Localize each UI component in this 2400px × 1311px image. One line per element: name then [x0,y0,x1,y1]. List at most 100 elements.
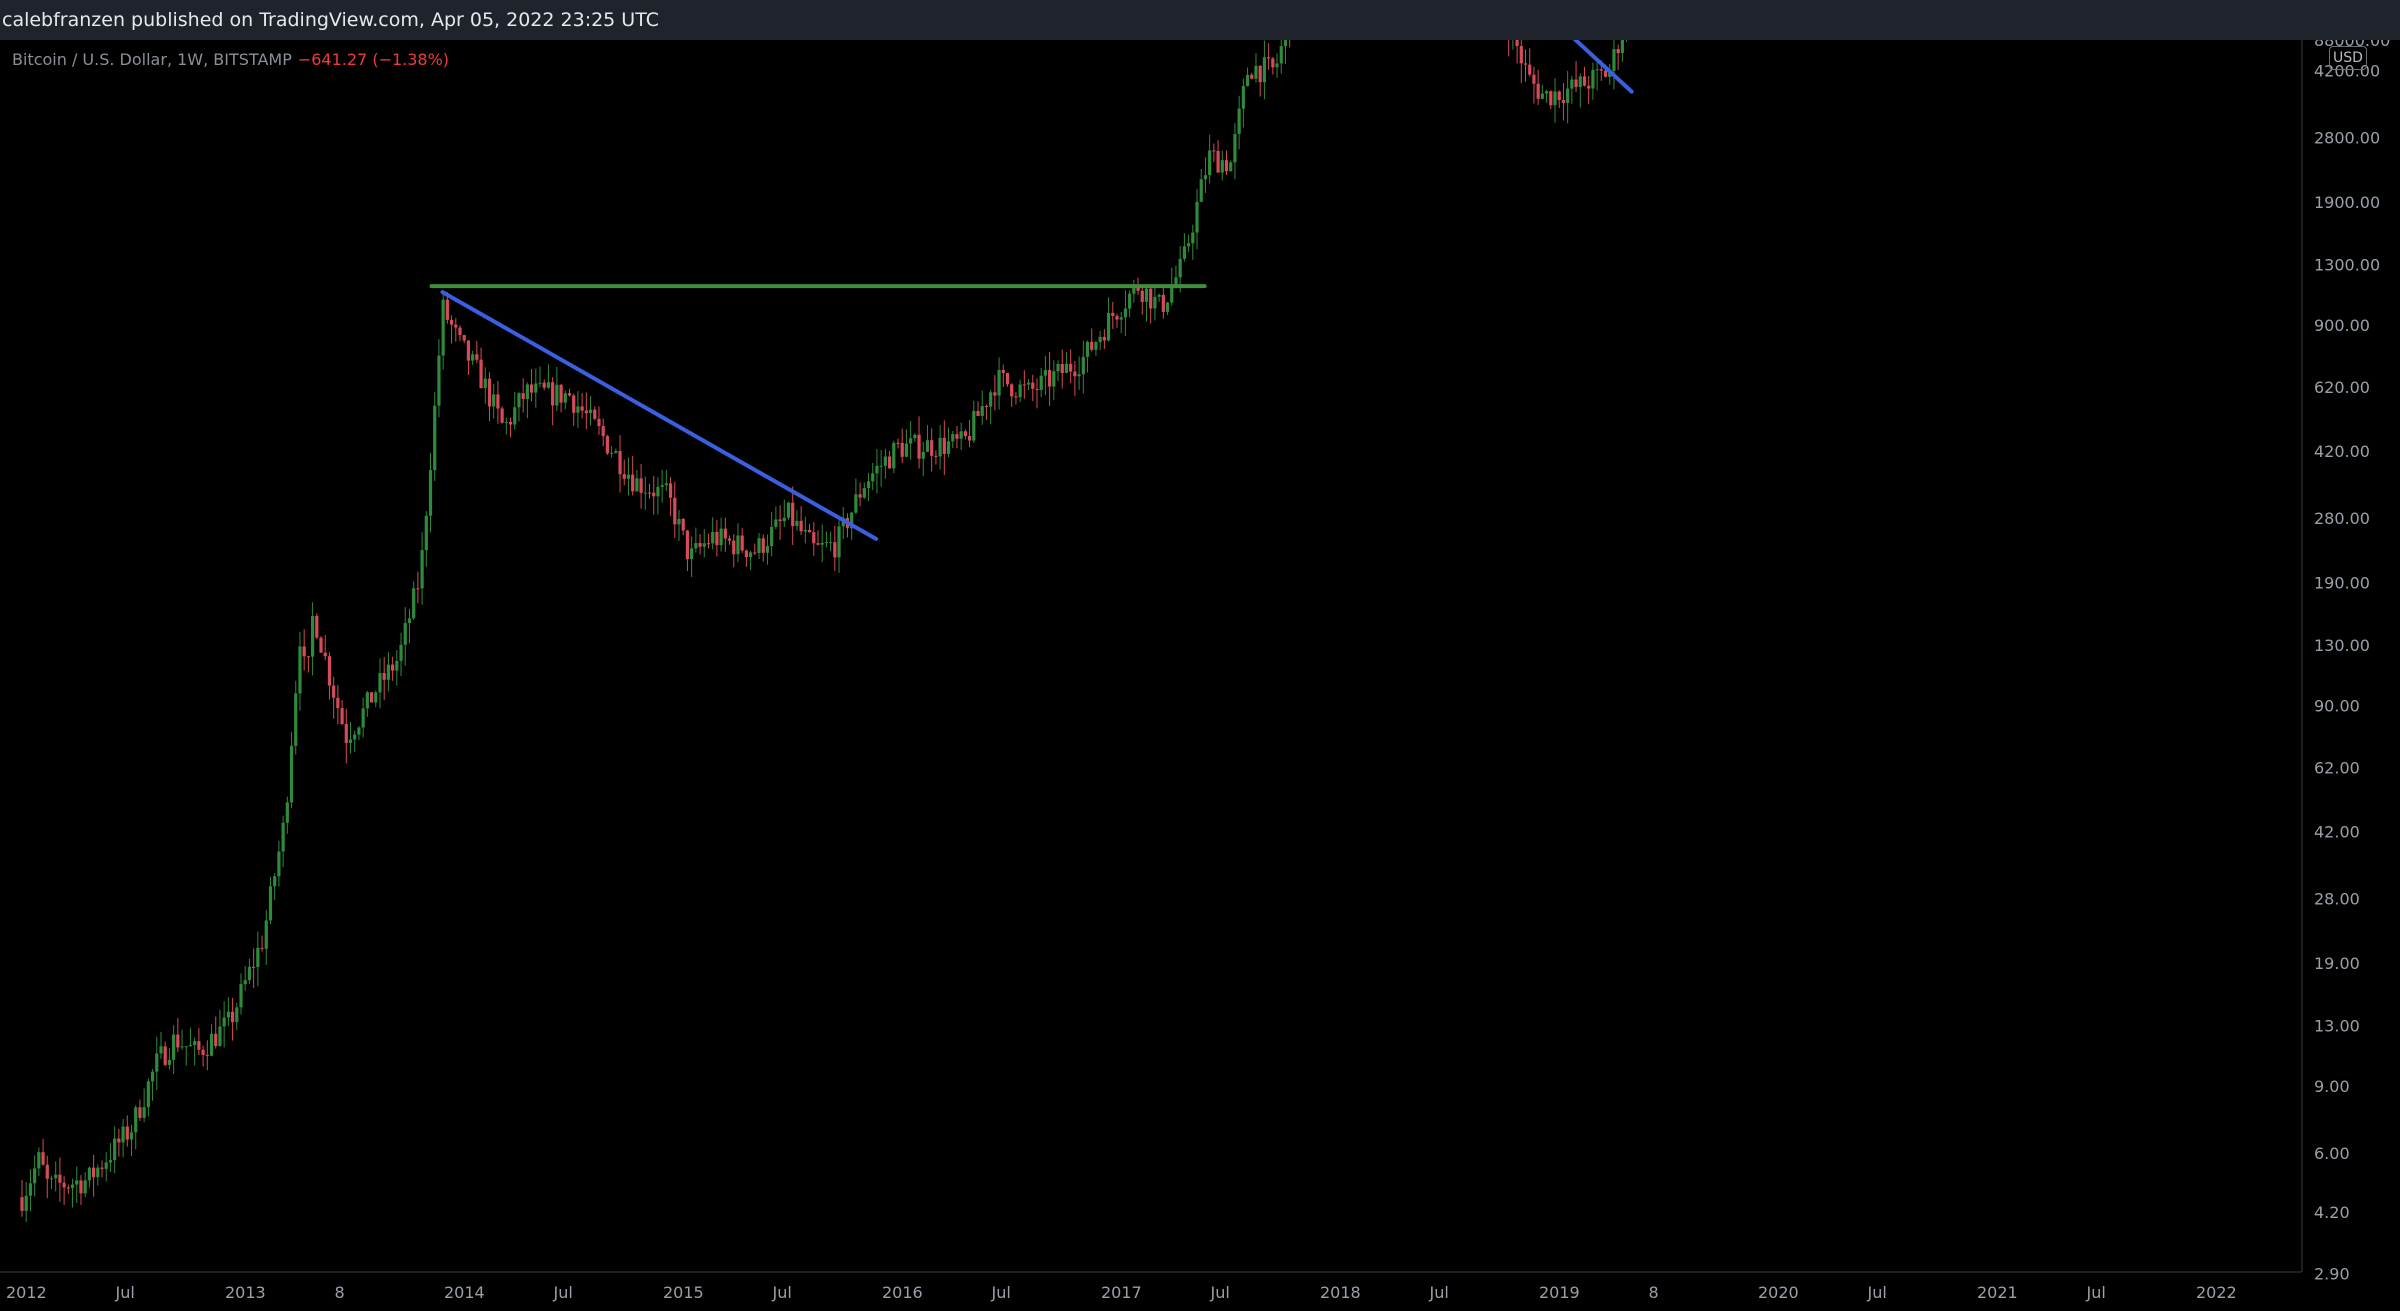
candle-down [698,542,702,547]
candle-up [374,692,378,703]
candle-down [1557,91,1561,101]
candle-up [386,664,391,680]
candle-up [134,1107,138,1133]
candle-down [1519,46,1523,64]
y-tick-label: 28.00 [2314,890,2360,909]
candle-up [702,543,706,547]
candle-up [980,406,984,416]
candle-up [146,1081,150,1108]
y-tick-label: 90.00 [2314,697,2360,716]
x-tick-label: Jul [115,1283,135,1302]
candle-down [816,543,820,545]
candle-down [744,550,748,558]
candle-up [1106,312,1111,341]
candle-down [336,697,340,709]
candle-up [711,531,715,544]
candle-down [58,1174,62,1183]
candle-down [1250,74,1254,79]
candle-up [862,488,866,498]
candle-up [113,1138,117,1161]
candle-up [866,481,871,489]
currency-badge[interactable]: USD [2329,46,2367,70]
candle-down [652,492,656,497]
candle-down [597,418,601,427]
candle-up [1178,258,1182,278]
candle-up [938,437,942,457]
x-tick-label: 2013 [225,1283,266,1302]
candle-down [1224,160,1229,172]
candle-up [129,1132,134,1140]
candle-up [87,1167,91,1181]
candle-down [466,340,471,361]
candle-down [1216,150,1220,173]
candle-up [96,1167,100,1178]
candle-up [1170,285,1174,303]
candle-down [369,692,374,703]
candle-up [54,1174,58,1179]
candle-up [1026,382,1031,385]
candle-up [664,483,668,486]
candle-up [277,851,281,877]
candle-up [1085,341,1090,357]
blue-trend-line[interactable] [440,290,879,541]
candle-down [1069,363,1073,372]
candle-down [1616,49,1620,54]
candle-down [727,538,732,541]
candle-up [921,451,925,459]
candle-down [1090,341,1094,350]
y-tick-label: 4.20 [2314,1203,2350,1222]
candle-down [984,406,989,408]
blue-trend-line[interactable] [1329,40,1634,94]
x-tick-label: 2022 [2196,1283,2237,1302]
candle-down [302,646,306,657]
y-tick-label: 130.00 [2314,636,2370,655]
candle-up [635,478,639,492]
candle-up [24,1195,28,1211]
candle-up [188,1045,193,1047]
x-tick-label: Jul [1429,1283,1449,1302]
candle-up [643,492,647,494]
candle-up [108,1160,113,1163]
price-chart[interactable]: 60000.0042000.0028000.0019000.0013000.00… [0,40,2400,1311]
candle-up [774,519,778,527]
candle-up [1578,76,1582,88]
candle-up [748,552,753,558]
candle-up [829,542,833,544]
candle-up [83,1180,87,1194]
candle-down [205,1054,209,1056]
candle-down [791,502,795,527]
candle-down [1010,384,1014,397]
x-tick-label: Jul [2086,1283,2106,1302]
candle-up [1283,40,1288,47]
candle-up [892,442,896,469]
candle-up [273,876,277,887]
candle-down [723,528,727,539]
candle-up [795,520,799,527]
symbol-legend: Bitcoin / U.S. Dollar, 1W, BITSTAMP −641.… [12,50,449,69]
candle-down [715,531,719,546]
candle-up [121,1126,125,1143]
candle-up [879,465,883,467]
candle-down [542,382,546,388]
candle-up [1081,356,1085,375]
candle-up [226,1011,230,1018]
drawings[interactable] [429,40,2287,541]
y-tick-label: 9.00 [2314,1077,2350,1096]
candle-up [281,822,285,852]
candle-up [546,382,551,388]
x-tick-label: 2019 [1539,1283,1580,1302]
candle-up [1591,69,1595,89]
candle-down [593,409,597,419]
candle-up [420,550,424,589]
candle-up [1182,246,1186,259]
candle-up [736,535,740,555]
candle-down [479,359,483,389]
candle-up [37,1152,41,1169]
candle-up [803,529,807,532]
candles [20,40,1628,1222]
candle-down [567,393,572,396]
candle-down [62,1182,66,1188]
candle-down [163,1046,167,1065]
candle-down [1561,100,1566,103]
candle-down [601,426,605,437]
